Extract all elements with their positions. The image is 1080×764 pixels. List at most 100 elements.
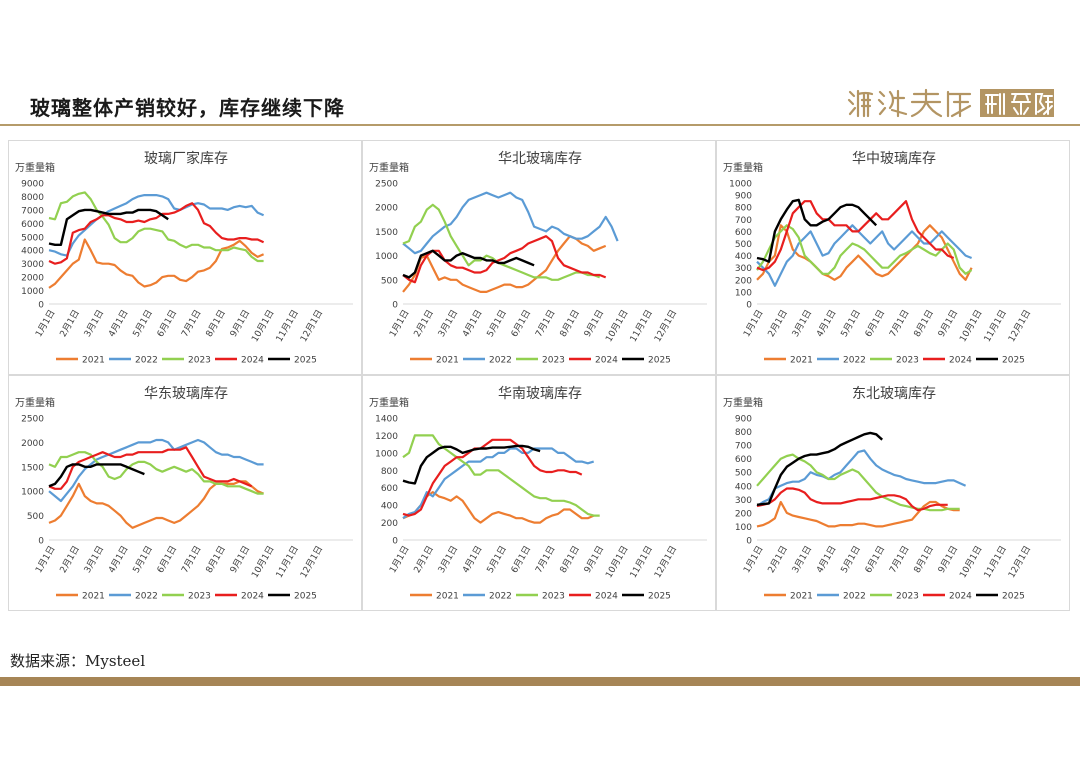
x-tick-label: 11月1日: [982, 308, 1009, 344]
x-tick-label: 7月1日: [179, 308, 203, 339]
y-tick-label: 9000: [21, 180, 44, 190]
series-line-2025: [756, 431, 884, 506]
legend-label-2022: 2022: [843, 356, 866, 366]
legend-label-2022: 2022: [489, 356, 512, 366]
x-tick-label: 4月1日: [814, 308, 838, 339]
x-tick-label: 3月1日: [790, 544, 814, 575]
y-tick-label: 6000: [21, 220, 44, 230]
y-axis-unit-label: 万重量箱: [15, 396, 55, 409]
y-tick-label: 200: [381, 519, 398, 529]
x-tick-label: 3月1日: [436, 308, 460, 339]
y-tick-label: 500: [735, 469, 752, 479]
x-tick-label: 5月1日: [131, 544, 155, 575]
y-tick-label: 200: [735, 276, 752, 286]
x-tick-label: 4月1日: [106, 308, 130, 339]
header-divider: [0, 124, 1080, 126]
x-tick-label: 9月1日: [936, 308, 960, 339]
chart-title: 华东玻璃库存: [144, 385, 228, 402]
series-line-2024: [48, 202, 265, 265]
x-tick-label: 11月1日: [628, 308, 655, 344]
y-tick-label: 400: [735, 482, 752, 492]
x-tick-label: 7月1日: [887, 544, 911, 575]
x-tick-label: 6月1日: [509, 308, 533, 339]
x-tick-label: 8月1日: [912, 544, 936, 575]
y-tick-label: 1200: [375, 432, 398, 442]
brand-logo: [846, 86, 1056, 127]
x-tick-label: 12月1日: [298, 308, 325, 344]
x-tick-label: 8月1日: [558, 308, 582, 339]
legend-label-2021: 2021: [790, 592, 813, 602]
y-tick-label: 0: [392, 301, 398, 311]
chart-panel-north: 华北玻璃库存 万重量箱 0 500 1000 1500 2000 2500 1月1日 2月1日 3月…: [362, 140, 716, 375]
legend-label-2025: 2025: [1002, 592, 1025, 602]
legend-label-2024: 2024: [241, 592, 264, 602]
x-tick-label: 10月1日: [957, 544, 984, 580]
series-line-2021: [756, 224, 973, 281]
x-tick-label: 8月1日: [912, 308, 936, 339]
x-tick-label: 2月1日: [412, 308, 436, 339]
y-tick-label: 800: [735, 204, 752, 214]
legend-label-2025: 2025: [294, 356, 317, 366]
y-tick-label: 600: [381, 484, 398, 494]
x-tick-label: 11月1日: [274, 544, 301, 580]
y-tick-label: 2500: [21, 415, 44, 425]
y-tick-label: 1000: [21, 287, 44, 297]
chart-panel-central: 华中玻璃库存 万重量箱 0 100 200 300 400 500 600 700 800 900 10…: [716, 140, 1070, 375]
legend-label-2024: 2024: [595, 356, 618, 366]
legend-label-2022: 2022: [135, 592, 158, 602]
y-axis-unit-label: 万重量箱: [15, 161, 55, 174]
x-tick-label: 3月1日: [82, 544, 106, 575]
x-tick-label: 1月1日: [33, 544, 57, 575]
series-line-2023: [48, 191, 264, 263]
chart-title: 玻璃厂家库存: [144, 150, 228, 167]
x-tick-label: 1月1日: [741, 544, 765, 575]
series-line-2025: [402, 249, 535, 279]
y-tick-label: 1500: [375, 228, 398, 238]
y-tick-label: 1000: [375, 449, 398, 459]
x-tick-label: 2月1日: [766, 544, 790, 575]
y-tick-label: 8000: [21, 193, 44, 203]
y-tick-label: 400: [735, 252, 752, 262]
x-tick-label: 12月1日: [652, 308, 679, 344]
x-tick-label: 12月1日: [1006, 544, 1033, 580]
series-line-2024: [756, 487, 948, 512]
y-tick-label: 600: [735, 228, 752, 238]
chart-panel-factory: 玻璃厂家库存 万重量箱 0 1000 2000 3000 4000 5000 6000 7000 8…: [8, 140, 362, 375]
x-tick-label: 9月1日: [936, 544, 960, 575]
chart-panel-south: 华南玻璃库存 万重量箱 0 200 400 600 800 1000 1200 1400 1月1日 2…: [362, 375, 716, 611]
chart-title: 华中玻璃库存: [852, 150, 936, 167]
series-line-2021: [756, 500, 960, 528]
x-tick-label: 9月1日: [582, 544, 606, 575]
legend-label-2023: 2023: [896, 592, 919, 602]
legend-label-2021: 2021: [790, 356, 813, 366]
y-tick-label: 4000: [21, 247, 44, 257]
legend-label-2024: 2024: [241, 356, 264, 366]
y-tick-label: 2000: [375, 204, 398, 214]
x-tick-label: 9月1日: [582, 308, 606, 339]
y-tick-label: 300: [735, 496, 752, 506]
chart-panel-east: 华东玻璃库存 万重量箱 0 500 1000 1500 2000 2500 1月1日 2月1日 3月…: [8, 375, 362, 611]
y-tick-label: 900: [735, 192, 752, 202]
y-tick-label: 700: [735, 216, 752, 226]
x-tick-label: 1月1日: [387, 308, 411, 339]
y-tick-label: 300: [735, 264, 752, 274]
x-tick-label: 5月1日: [131, 308, 155, 339]
series-line-2022: [402, 447, 595, 520]
series-line-2024: [48, 446, 253, 490]
x-tick-label: 10月1日: [603, 308, 630, 344]
chart-title: 东北玻璃库存: [852, 385, 936, 402]
y-tick-label: 1500: [21, 463, 44, 473]
y-tick-label: 1000: [375, 252, 398, 262]
x-tick-label: 3月1日: [82, 308, 106, 339]
y-axis-unit-label: 万重量箱: [723, 396, 763, 409]
y-tick-label: 0: [38, 537, 44, 547]
y-tick-label: 1000: [21, 488, 44, 498]
x-tick-label: 11月1日: [982, 544, 1009, 580]
y-tick-label: 100: [735, 523, 752, 533]
legend-label-2025: 2025: [1002, 356, 1025, 366]
y-tick-label: 0: [746, 301, 752, 311]
